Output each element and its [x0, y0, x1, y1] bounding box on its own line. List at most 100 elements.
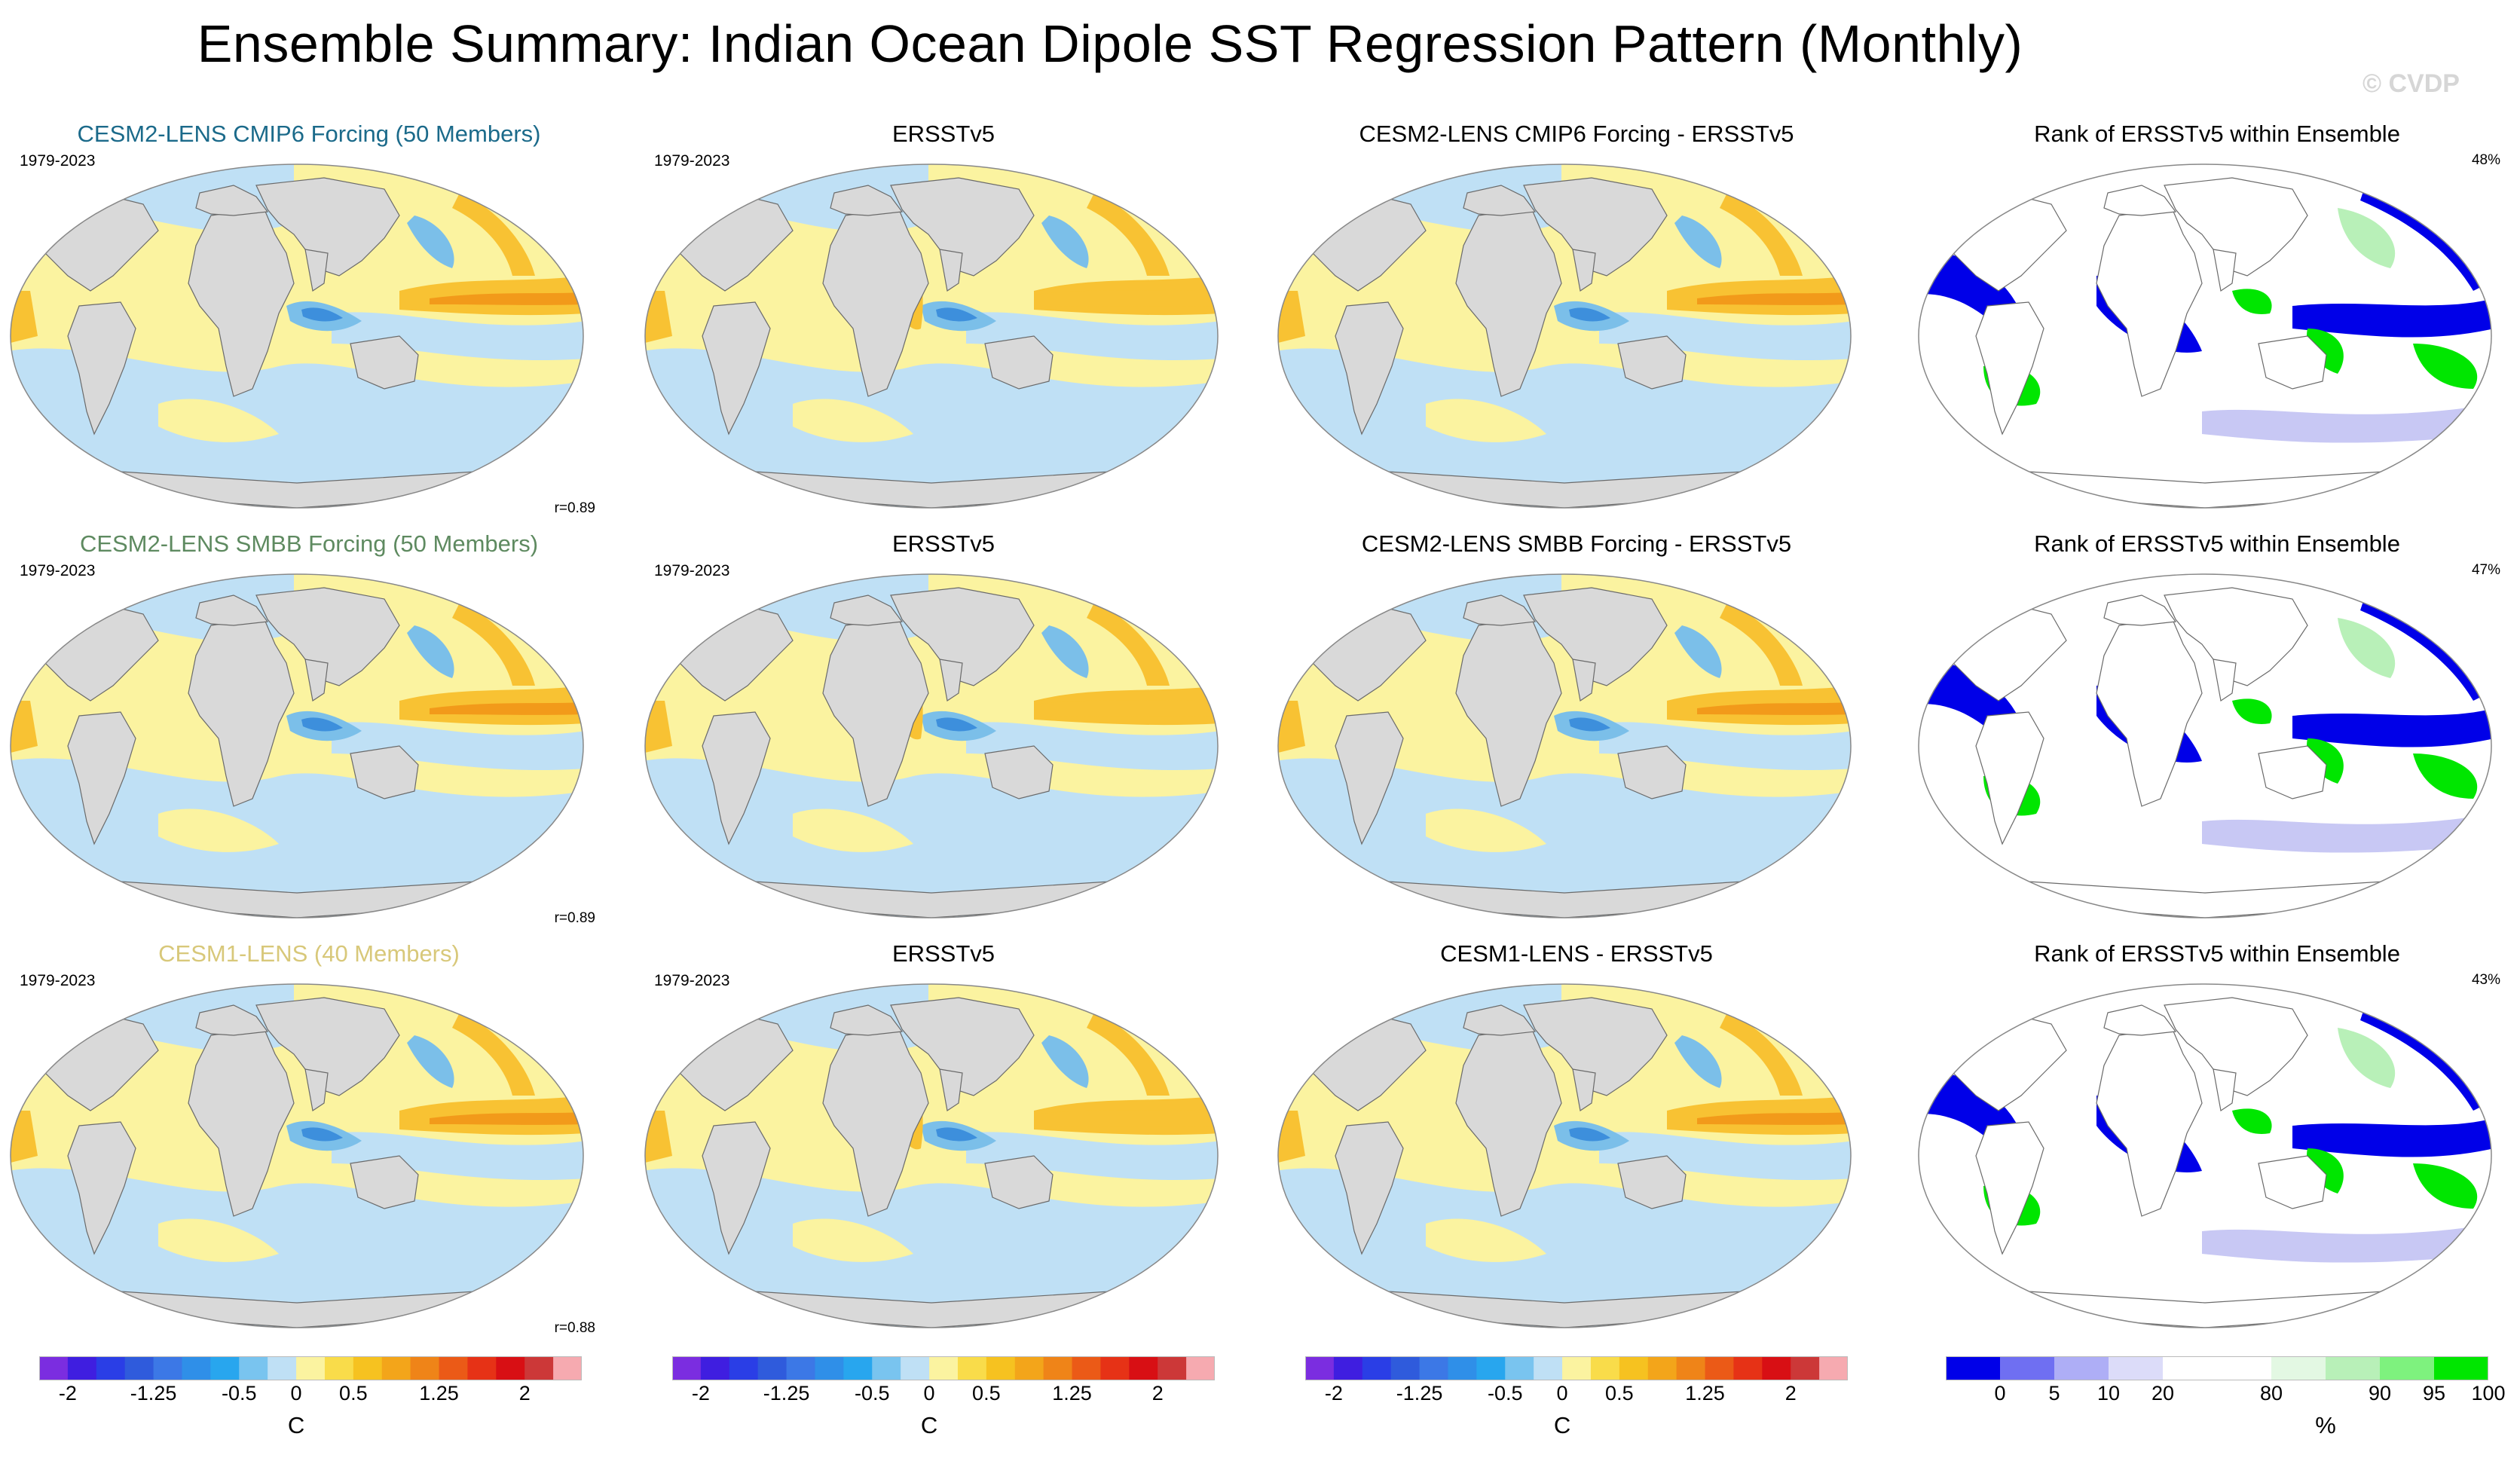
colorbar-tick: 10	[2096, 1382, 2121, 1405]
colorbar-swatch	[1362, 1356, 1392, 1380]
sst-anomaly-region	[1569, 1127, 1610, 1142]
sst-anomaly-region	[1041, 215, 1089, 268]
map-rank	[1918, 164, 2492, 509]
map-obs	[644, 573, 1219, 919]
map-outline	[1918, 164, 2492, 509]
map-panel-rank-row3: Rank of ERSSTv5 within Ensemble 43%	[1916, 940, 2518, 1332]
sst-anomaly-region	[158, 808, 279, 852]
colorbar-tick: 2	[1151, 1382, 1164, 1405]
rank-percent-label: 43%	[2471, 972, 2500, 988]
colorbar-swatch	[1043, 1356, 1073, 1380]
map-outline	[1277, 164, 1852, 509]
colorbar-swatch	[1534, 1356, 1563, 1380]
colorbar-tick: 0.5	[339, 1382, 368, 1405]
sst-anomaly-region	[1720, 1013, 1803, 1096]
page-title: Ensemble Summary: Indian Ocean Dipole SS…	[197, 14, 2023, 73]
colorbar-tick-labels: -2 -1.25 -0.5 0 0.5 1.25 2	[672, 1382, 1215, 1412]
sst-anomaly-region	[1674, 625, 1722, 678]
colorbar-tick: 2	[1784, 1382, 1797, 1405]
colorbar-swatch	[1129, 1356, 1158, 1380]
colorbar-swatch	[901, 1356, 930, 1380]
colorbar-tick: -2	[691, 1382, 710, 1405]
sst-anomaly-region	[793, 399, 913, 442]
map-rank	[1918, 573, 2492, 919]
map-diff	[1277, 164, 1852, 509]
colorbar-tick: -0.5	[854, 1382, 890, 1405]
colorbar-swatch	[957, 1356, 987, 1380]
sst-anomaly-region	[158, 1218, 279, 1262]
sst-anomaly-region	[452, 603, 535, 686]
sst-anomaly-region	[1087, 603, 1170, 686]
colorbar-swatch	[268, 1356, 297, 1380]
sst-anomaly-region	[645, 348, 1218, 508]
colorbar-sst-2: -2 -1.25 -0.5 0 0.5 1.25 2 C	[672, 1356, 1215, 1454]
sst-anomaly-region	[1034, 289, 1218, 307]
colorbar-swatch	[1476, 1356, 1506, 1380]
map-diff	[1277, 983, 1852, 1328]
colorbar-tick-labels: -2 -1.25 -0.5 0 0.5 1.25 2	[1305, 1382, 1848, 1412]
colorbar-swatch	[872, 1356, 901, 1380]
colorbar-swatch	[843, 1356, 873, 1380]
rank-region	[2202, 814, 2491, 853]
colorbar-swatch	[296, 1356, 326, 1380]
colorbar-swatch	[553, 1356, 582, 1380]
colorbar-swatch	[2109, 1356, 2164, 1380]
rank-region	[2202, 404, 2491, 443]
colorbar-swatch	[1762, 1356, 1791, 1380]
sst-anomaly-region	[936, 1127, 977, 1142]
rank-region	[2413, 753, 2478, 799]
colorbar-rank: 0 5 10 20 80 90 95 100%	[1946, 1356, 2506, 1454]
colorbar-tick: -0.5	[221, 1382, 257, 1405]
rank-region	[2307, 329, 2344, 374]
colorbar-swatch	[1305, 1356, 1335, 1380]
colorbar-swatch	[2326, 1356, 2381, 1380]
map-outline	[1277, 573, 1852, 919]
map-outline	[10, 164, 584, 509]
sst-anomaly-region	[301, 717, 343, 732]
sst-anomaly-region	[1720, 603, 1803, 686]
sst-anomaly-region	[1278, 348, 1851, 508]
map-outline	[644, 983, 1219, 1328]
colorbar-swatch	[2163, 1356, 2218, 1380]
colorbar-swatch	[815, 1356, 844, 1380]
colorbar-swatch	[524, 1356, 554, 1380]
sst-anomaly-region	[1426, 1218, 1546, 1262]
rank-region	[2232, 1108, 2272, 1134]
map-obs	[644, 164, 1219, 509]
colorbar-swatch	[729, 1356, 759, 1380]
sst-anomaly-region	[645, 1168, 1218, 1328]
colorbar-swatch	[1158, 1356, 1187, 1380]
panel-title: ERSSTv5	[891, 940, 995, 967]
map-outline	[10, 573, 584, 919]
colorbar-swatch	[210, 1356, 240, 1380]
rank-region	[2292, 298, 2491, 338]
colorbar-swatch	[182, 1356, 211, 1380]
sst-anomaly-region	[11, 758, 583, 918]
period-label: 1979-2023	[20, 972, 96, 989]
sst-anomaly-region	[1087, 193, 1170, 276]
panel-title: CESM2-LENS CMIP6 Forcing (50 Members)	[77, 121, 541, 147]
colorbar-swatches	[1305, 1356, 1848, 1380]
map-outline	[10, 983, 584, 1328]
colorbar-swatch	[496, 1356, 525, 1380]
rank-region	[2413, 1163, 2478, 1209]
map-obs	[644, 983, 1219, 1328]
watermark: © CVDP	[2362, 69, 2460, 98]
colorbar-swatch	[1448, 1356, 1477, 1380]
sst-anomaly-region	[452, 193, 535, 276]
map-panel-model-row3: CESM1-LENS (40 Members) 1979-2023 r=0.88	[8, 940, 610, 1336]
colorbar-swatches	[39, 1356, 582, 1380]
map-panel-diff-row2: CESM2-LENS SMBB Forcing - ERSSTv5	[1275, 530, 1878, 922]
panel-title: CESM1-LENS (40 Members)	[158, 940, 460, 967]
colorbar-swatch	[1100, 1356, 1130, 1380]
colorbar-swatch	[1562, 1356, 1592, 1380]
pattern-correlation-label: r=0.88	[554, 1320, 595, 1336]
sst-anomaly-region	[430, 702, 583, 715]
map-panel-obs-row1: ERSSTv5 1979-2023	[642, 121, 1245, 512]
sst-anomaly-region	[1278, 758, 1851, 918]
rank-region	[2292, 1118, 2491, 1157]
colorbar-tick: -1.25	[1396, 1382, 1443, 1405]
rank-region	[2202, 1224, 2491, 1263]
sst-anomaly-region	[301, 1127, 343, 1142]
colorbar-tick: 80	[2259, 1382, 2283, 1405]
